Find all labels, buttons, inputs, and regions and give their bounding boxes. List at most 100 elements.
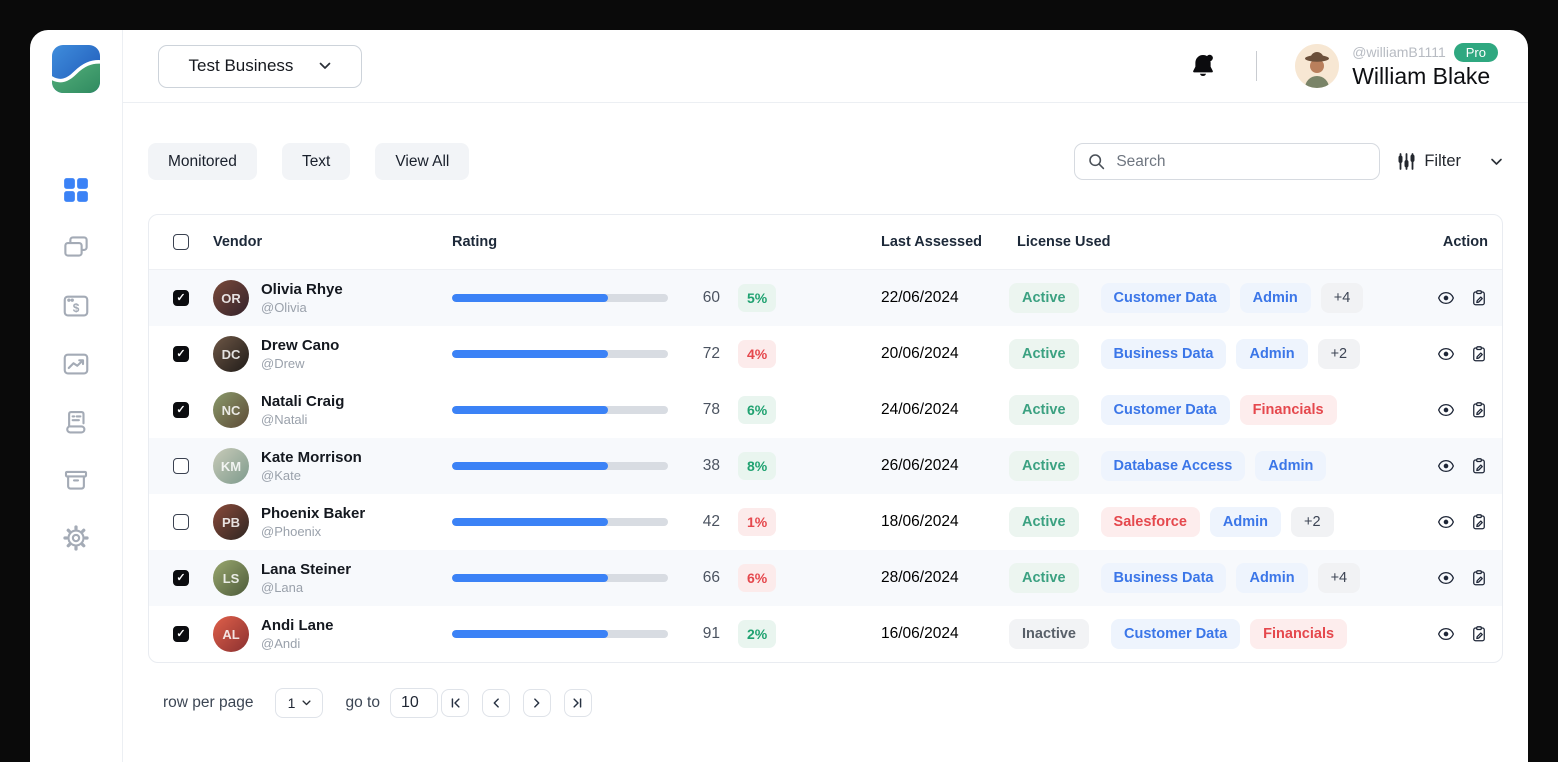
view-eye-icon[interactable] — [1437, 289, 1455, 307]
row-checkbox[interactable] — [173, 514, 189, 530]
license-badge: Business Data — [1100, 563, 1227, 593]
analytics-window-icon[interactable] — [61, 349, 91, 379]
vendor-handle: @Drew — [261, 356, 305, 371]
rating-bar — [452, 518, 668, 526]
search-box — [1074, 143, 1381, 180]
filter-button[interactable]: Filter — [1398, 152, 1503, 171]
column-header-vendor[interactable]: Vendor — [213, 234, 263, 250]
sidebar: $ — [30, 30, 123, 762]
rows-per-page-select[interactable]: 1 — [275, 688, 324, 718]
row-checkbox[interactable] — [173, 626, 189, 642]
vendor-name: Andi Lane — [261, 617, 334, 634]
row-checkbox[interactable] — [173, 402, 189, 418]
billing-window-icon[interactable]: $ — [61, 291, 91, 321]
last-assessed-date: 18/06/2024 — [881, 513, 959, 530]
cards-icon[interactable] — [61, 233, 91, 263]
license-badge: +2 — [1317, 339, 1361, 369]
edit-note-icon[interactable] — [1470, 401, 1488, 419]
status-badge: Active — [1009, 563, 1079, 593]
rating-value: 66 — [702, 569, 720, 586]
license-badge: +2 — [1291, 507, 1334, 537]
column-header-license-used[interactable]: License Used — [1017, 234, 1111, 250]
first-page-button[interactable] — [440, 689, 469, 717]
vendor-name: Drew Cano — [261, 337, 340, 354]
view-eye-icon[interactable] — [1437, 457, 1455, 475]
view-eye-icon[interactable] — [1437, 569, 1455, 587]
column-header-action: Action — [1442, 234, 1488, 250]
rating-bar — [452, 574, 668, 582]
vendor-name: Olivia Rhye — [261, 281, 343, 298]
rating-bar — [452, 350, 668, 358]
row-checkbox[interactable] — [173, 290, 189, 306]
user-handle: @williamB1111 — [1352, 44, 1446, 60]
go-to-page-input[interactable] — [389, 688, 438, 718]
edit-note-icon[interactable] — [1470, 569, 1488, 587]
tab-text[interactable]: Text — [281, 143, 351, 180]
last-page-button[interactable] — [563, 689, 592, 717]
percent-badge: 6% — [738, 396, 777, 424]
tab-monitored[interactable]: Monitored — [148, 143, 257, 180]
table-row[interactable]: NC Natali Craig @Natali 78 6% 24/06/2024 — [149, 382, 1502, 438]
filter-sliders-icon — [1398, 153, 1415, 170]
archive-box-icon[interactable] — [61, 465, 91, 495]
percent-badge: 5% — [738, 284, 777, 312]
last-assessed-date: 24/06/2024 — [881, 401, 959, 418]
previous-page-button[interactable] — [481, 689, 510, 717]
percent-badge: 6% — [738, 564, 777, 592]
business-selector[interactable]: Test Business — [158, 44, 362, 88]
edit-note-icon[interactable] — [1470, 289, 1488, 307]
edit-note-icon[interactable] — [1470, 345, 1488, 363]
table-row[interactable]: PB Phoenix Baker @Phoenix 42 1% 18/06/20… — [149, 494, 1502, 550]
percent-badge: 8% — [738, 452, 777, 480]
app-logo[interactable] — [52, 45, 100, 93]
license-badge: Customer Data — [1100, 283, 1230, 313]
column-header-last-assessed[interactable]: Last Assessed — [881, 234, 983, 250]
table-row[interactable]: OR Olivia Rhye @Olivia 60 5% 22/06/2024 — [149, 270, 1502, 326]
avatar: KM — [213, 448, 249, 484]
license-badge: +4 — [1320, 283, 1364, 313]
license-badge: Business Data — [1100, 339, 1227, 369]
row-checkbox[interactable] — [173, 570, 189, 586]
view-eye-icon[interactable] — [1437, 345, 1455, 363]
user-menu[interactable]: @williamB1111 Pro William Blake — [1295, 42, 1498, 90]
edit-note-icon[interactable] — [1470, 513, 1488, 531]
license-badge: Admin — [1255, 451, 1327, 481]
dashboard-grid-icon[interactable] — [61, 175, 91, 205]
table-header: Vendor Rating Last Assessed License Used… — [149, 215, 1502, 270]
next-page-button[interactable] — [522, 689, 551, 717]
table-row[interactable]: LS Lana Steiner @Lana 66 6% 28/06/2024 — [149, 550, 1502, 606]
view-eye-icon[interactable] — [1437, 401, 1455, 419]
license-badge: Admin — [1236, 339, 1308, 369]
row-checkbox[interactable] — [173, 458, 189, 474]
license-badge: Admin — [1239, 283, 1311, 313]
vendors-table: Vendor Rating Last Assessed License Used… — [148, 214, 1503, 663]
column-header-rating[interactable]: Rating — [452, 234, 498, 250]
topbar: Test Business @williamB1111 Pro — [123, 30, 1528, 103]
table-row[interactable]: DC Drew Cano @Drew 72 4% 20/06/2024 — [149, 326, 1502, 382]
license-badge: Admin — [1209, 507, 1281, 537]
percent-badge: 2% — [738, 620, 777, 648]
chevron-down-icon — [320, 62, 331, 69]
receipt-icon[interactable] — [61, 407, 91, 437]
settings-gear-icon[interactable] — [61, 523, 91, 553]
topbar-divider — [1256, 51, 1258, 81]
search-input[interactable] — [1116, 152, 1368, 171]
table-row[interactable]: KM Kate Morrison @Kate 38 8% 26/06/2024 — [149, 438, 1502, 494]
avatar: AL — [213, 616, 249, 652]
vendor-handle: @Andi — [261, 636, 301, 651]
table-row[interactable]: AL Andi Lane @Andi 91 2% 16/06/2024 — [149, 606, 1502, 662]
vendor-name: Lana Steiner — [261, 561, 352, 578]
view-eye-icon[interactable] — [1437, 625, 1455, 643]
tab-view-all[interactable]: View All — [375, 143, 470, 180]
license-badge: Customer Data — [1111, 619, 1241, 649]
status-badge: Active — [1009, 451, 1079, 481]
rating-bar — [452, 630, 668, 638]
row-checkbox[interactable] — [173, 346, 189, 362]
edit-note-icon[interactable] — [1470, 457, 1488, 475]
notifications-bell-icon[interactable] — [1188, 51, 1218, 81]
select-all-checkbox[interactable] — [173, 234, 189, 250]
chevron-down-icon — [302, 700, 311, 706]
vendor-handle: @Phoenix — [261, 524, 322, 539]
view-eye-icon[interactable] — [1437, 513, 1455, 531]
edit-note-icon[interactable] — [1470, 625, 1488, 643]
